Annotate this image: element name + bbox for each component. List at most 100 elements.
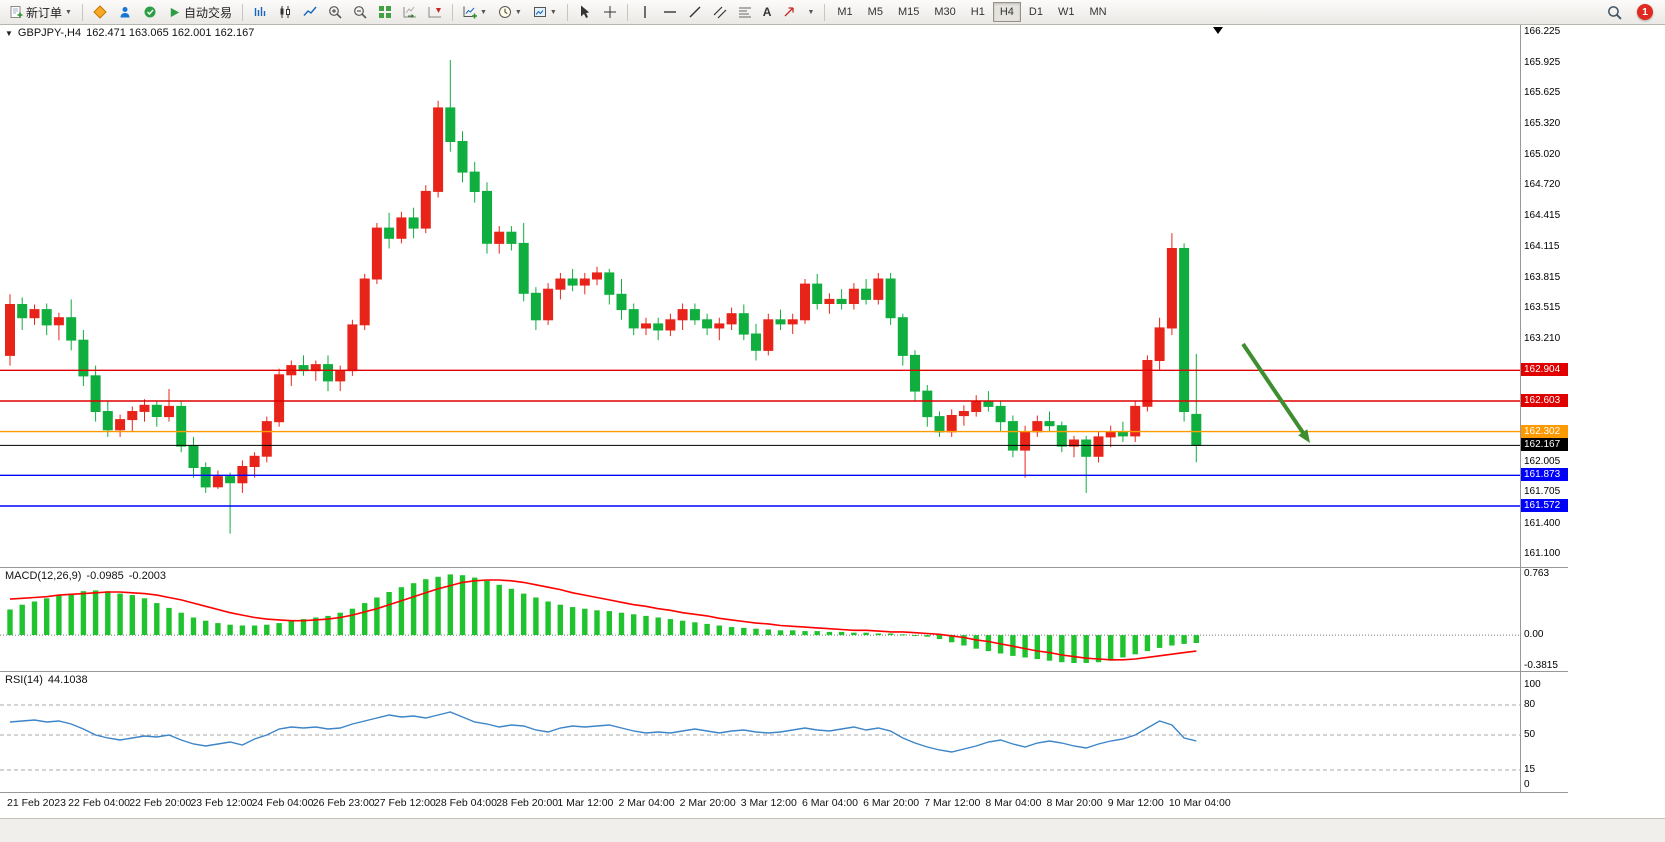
time-axis-label: 6 Mar 20:00 bbox=[863, 797, 920, 809]
price-axis-rsi-section bbox=[1521, 672, 1568, 793]
tile-windows-icon bbox=[378, 6, 391, 18]
macd-axis-label: 0.00 bbox=[1524, 629, 1544, 641]
tile-windows-button[interactable] bbox=[373, 2, 397, 23]
zoom-out-button[interactable] bbox=[348, 2, 372, 23]
text-tool-button[interactable]: A bbox=[758, 2, 777, 23]
macd-axis-label: 0.763 bbox=[1524, 568, 1550, 580]
channel-icon bbox=[713, 6, 727, 19]
time-axis-label: 2 Mar 04:00 bbox=[618, 797, 675, 809]
timeframe-h1[interactable]: H1 bbox=[964, 2, 992, 22]
chart-shift-marker bbox=[1213, 27, 1223, 34]
arrows-tool-button[interactable] bbox=[777, 2, 801, 23]
annotation-arrow-head bbox=[1298, 429, 1310, 443]
ohlc-readout: 162.471 163.065 162.001 162.167 bbox=[86, 27, 255, 39]
chart-title: ▼ GBPJPY-,H4 162.471 163.065 162.001 162… bbox=[5, 27, 254, 39]
time-axis-label: 27 Feb 12:00 bbox=[373, 797, 436, 809]
rsi-axis-label: 15 bbox=[1524, 764, 1536, 775]
price-axis-macd-section bbox=[1521, 568, 1568, 672]
new-order-icon bbox=[10, 6, 23, 18]
auto-scroll-icon bbox=[403, 6, 416, 18]
caret-down-icon: ▼ bbox=[807, 8, 815, 16]
timeframe-m5[interactable]: M5 bbox=[861, 2, 890, 22]
time-axis-label: 8 Mar 04:00 bbox=[985, 797, 1042, 809]
price-axis-label: 164.720 bbox=[1524, 179, 1561, 191]
auto-scroll-button[interactable] bbox=[398, 2, 422, 23]
macd-chart-canvas[interactable] bbox=[0, 568, 1520, 671]
caret-down-icon: ▼ bbox=[65, 8, 72, 16]
timeframe-m15[interactable]: M15 bbox=[891, 2, 926, 22]
timeframe-d1[interactable]: D1 bbox=[1022, 2, 1050, 22]
horizontal-line-tool-button[interactable] bbox=[658, 2, 682, 23]
price-axis-label: 166.225 bbox=[1524, 26, 1561, 38]
candles-layer bbox=[5, 60, 1202, 534]
time-axis-label: 8 Mar 20:00 bbox=[1046, 797, 1103, 809]
timeframe-m30[interactable]: M30 bbox=[927, 2, 962, 22]
fibonacci-tool-button[interactable] bbox=[733, 2, 757, 23]
candlestick-chart-icon bbox=[280, 6, 290, 18]
price-axis-label: 164.115 bbox=[1524, 240, 1560, 252]
trendline-tool-button[interactable] bbox=[683, 2, 707, 23]
price-badge: 161.873 bbox=[1521, 468, 1568, 482]
price-axis-label: 161.400 bbox=[1524, 517, 1561, 529]
navigator-icon bbox=[120, 7, 130, 18]
rsi-chart-canvas[interactable] bbox=[0, 672, 1520, 792]
rsi-pane: RSI(14) 44.1038 bbox=[0, 672, 1520, 793]
separator bbox=[241, 3, 243, 21]
cursor-tool-button[interactable] bbox=[573, 2, 597, 23]
line-chart-button[interactable] bbox=[298, 2, 322, 23]
separator bbox=[451, 3, 453, 21]
timeframe-m1[interactable]: M1 bbox=[830, 2, 859, 22]
template-icon bbox=[533, 7, 546, 17]
more-tools-button[interactable]: ▼ bbox=[802, 2, 819, 23]
bar-chart-button[interactable] bbox=[248, 2, 272, 23]
timeframe-mn[interactable]: MN bbox=[1082, 2, 1113, 22]
candlestick-chart-button[interactable] bbox=[273, 2, 297, 23]
rsi-axis-label: 0 bbox=[1524, 779, 1530, 790]
new-order-button[interactable]: 新订单 ▼ bbox=[4, 2, 77, 23]
template-button[interactable]: ▼ bbox=[528, 2, 562, 23]
chart-shift-icon bbox=[428, 7, 441, 18]
notification-badge[interactable]: 1 bbox=[1637, 4, 1653, 20]
zoom-in-button[interactable] bbox=[323, 2, 347, 23]
vertical-line-tool-button[interactable] bbox=[633, 2, 657, 23]
price-badge: 162.904 bbox=[1521, 363, 1568, 377]
macd-signal-line bbox=[9, 579, 1197, 661]
navigator-button[interactable] bbox=[113, 2, 137, 23]
fibonacci-icon bbox=[738, 7, 751, 18]
time-axis-label: 28 Feb 04:00 bbox=[435, 797, 497, 809]
new-chart-button[interactable]: ▼ bbox=[458, 2, 492, 23]
time-axis-label: 7 Mar 12:00 bbox=[924, 797, 981, 809]
rsi-axis-label: 100 bbox=[1524, 679, 1541, 690]
macd-params: MACD(12,26,9) bbox=[5, 570, 82, 582]
rsi-line bbox=[9, 711, 1197, 753]
terminal-button[interactable] bbox=[138, 2, 162, 23]
rsi-value: 44.1038 bbox=[47, 674, 88, 686]
timeframe-h4[interactable]: H4 bbox=[992, 2, 1021, 22]
time-axis-label: 24 Feb 04:00 bbox=[251, 797, 314, 809]
time-axis[interactable]: 21 Feb 2023 22 Feb 04:00 22 Feb 20:00 23 Fe… bbox=[0, 793, 1520, 818]
macd-signal-value: -0.2003 bbox=[128, 570, 167, 582]
new-chart-icon bbox=[463, 6, 477, 19]
time-axis-label: 28 Feb 20:00 bbox=[496, 797, 559, 809]
price-axis-label: 163.815 bbox=[1524, 271, 1561, 283]
time-axis-label: 6 Mar 04:00 bbox=[801, 797, 858, 809]
symbol-dropdown-icon[interactable]: ▼ bbox=[5, 28, 13, 38]
autotrading-button[interactable]: 自动交易 bbox=[163, 2, 237, 23]
right-filler bbox=[1568, 25, 1665, 793]
price-chart-canvas[interactable] bbox=[0, 25, 1520, 567]
price-badge: 162.603 bbox=[1521, 393, 1568, 407]
price-axis-label: 162.005 bbox=[1524, 455, 1561, 467]
periods-button[interactable]: ▼ bbox=[493, 2, 527, 23]
price-badge: 162.302 bbox=[1521, 424, 1568, 438]
search-button[interactable] bbox=[1602, 2, 1627, 23]
channel-tool-button[interactable] bbox=[708, 2, 732, 23]
caret-down-icon: ▼ bbox=[549, 8, 557, 16]
market-watch-button[interactable] bbox=[88, 2, 112, 23]
crosshair-tool-button[interactable] bbox=[598, 2, 622, 23]
vertical-line-icon bbox=[644, 6, 646, 18]
price-axis[interactable]: 166.225 165.925 165.625 165.320 165.020 164.7… bbox=[1520, 25, 1568, 793]
chart-shift-button[interactable] bbox=[423, 2, 447, 23]
timeframe-w1[interactable]: W1 bbox=[1051, 2, 1082, 22]
plot-column: ▼ GBPJPY-,H4 162.471 163.065 162.001 162… bbox=[0, 25, 1520, 818]
clock-icon bbox=[498, 6, 511, 18]
